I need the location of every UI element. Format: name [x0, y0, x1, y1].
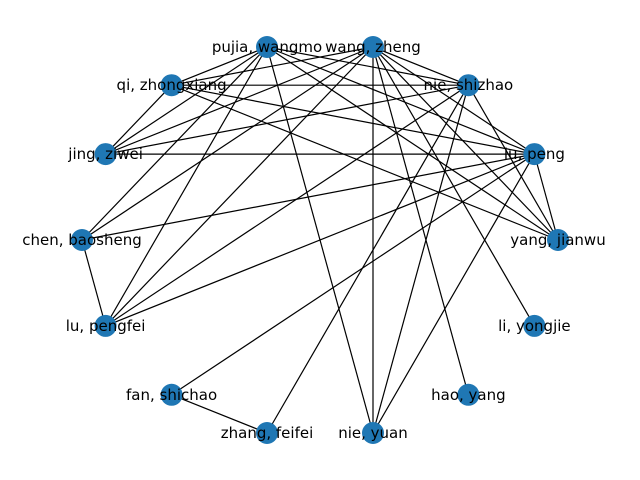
node-zhang-feifei — [256, 422, 278, 444]
edge-pujia-wangmo-yang-jianwu — [266, 46, 559, 241]
edge-wang-zheng-nie-shizhao — [372, 46, 469, 86]
edge-nie-shizhao-lu-pengfei — [105, 84, 469, 327]
node-label-chen-baosheng: chen, baosheng — [22, 231, 142, 249]
edge-qi-zhongxiang-jing-ziwei — [105, 84, 173, 155]
edge-nie-shizhao-nie-yuan — [372, 85, 469, 434]
edge-wang-zheng-lu-peng — [372, 46, 535, 155]
edge-pujia-wangmo-qi-zhongxiang — [171, 46, 268, 86]
edge-wang-zheng-jing-ziwei — [105, 46, 374, 155]
edge-qi-zhongxiang-lu-peng — [171, 84, 535, 155]
node-label-fan-shichao: fan, shichao — [126, 386, 217, 404]
node-nie-yuan — [362, 422, 384, 444]
node-yang-jianwu — [547, 229, 569, 251]
node-lu-pengfei — [94, 314, 117, 337]
node-label-lu-peng: lu, peng — [504, 145, 565, 163]
node-label-nie-shizhao: nie, shizhao — [424, 76, 514, 94]
edge-qi-zhongxiang-yang-jianwu — [171, 84, 559, 241]
node-qi-zhongxiang — [160, 74, 183, 97]
node-nie-shizhao — [457, 74, 480, 97]
edges-layer — [81, 46, 559, 434]
node-jing-ziwei — [94, 143, 117, 166]
node-hao-yang — [457, 383, 480, 406]
node-fan-shichao — [160, 383, 183, 406]
node-li-yongjie — [523, 314, 546, 337]
node-label-li-yongjie: li, yongjie — [498, 317, 571, 335]
edge-pujia-wangmo-chen-baosheng — [81, 46, 268, 241]
edge-lu-peng-lu-pengfei — [105, 153, 535, 327]
edge-lu-peng-chen-baosheng — [81, 153, 535, 241]
node-label-yang-jianwu: yang, jianwu — [510, 231, 605, 249]
edge-chen-baosheng-lu-pengfei — [81, 239, 107, 327]
edge-wang-zheng-hao-yang — [372, 46, 469, 395]
nodes-layer — [71, 36, 569, 444]
node-label-wang-zheng: wang, zheng — [325, 38, 421, 56]
node-label-lu-pengfei: lu, pengfei — [66, 317, 146, 335]
node-pujia-wangmo — [256, 36, 278, 58]
node-label-zhang-feifei: zhang, feifei — [221, 424, 314, 442]
node-label-jing-ziwei: jing, ziwei — [67, 145, 143, 163]
edge-lu-peng-nie-yuan — [372, 153, 535, 434]
edge-pujia-wangmo-lu-peng — [266, 46, 535, 155]
edge-lu-peng-fan-shichao — [171, 153, 535, 396]
node-lu-peng — [523, 143, 546, 166]
edge-nie-shizhao-zhang-feifei — [266, 84, 469, 434]
edge-pujia-wangmo-nie-shizhao — [266, 46, 469, 86]
node-chen-baosheng — [71, 229, 93, 251]
edge-wang-zheng-chen-baosheng — [81, 46, 374, 241]
node-label-hao-yang: hao, yang — [431, 386, 506, 404]
edge-lu-peng-yang-jianwu — [533, 153, 559, 241]
edge-wang-zheng-lu-pengfei — [105, 46, 374, 327]
node-wang-zheng — [362, 36, 384, 58]
edge-nie-shizhao-jing-ziwei — [105, 84, 469, 155]
node-label-qi-zhongxiang: qi, zhongxiang — [117, 76, 227, 94]
edge-pujia-wangmo-jing-ziwei — [105, 46, 268, 155]
node-label-pujia-wangmo: pujia, wangmo — [212, 38, 322, 56]
labels-layer: wang, zheng nie, shizhao lu, peng yang, jia… — [22, 38, 605, 442]
node-label-nie-yuan: nie, yuan — [338, 424, 408, 442]
edge-fan-shichao-zhang-feifei — [171, 394, 268, 434]
edge-pujia-wangmo-lu-pengfei — [105, 46, 268, 327]
edge-wang-zheng-yang-jianwu — [372, 46, 559, 241]
